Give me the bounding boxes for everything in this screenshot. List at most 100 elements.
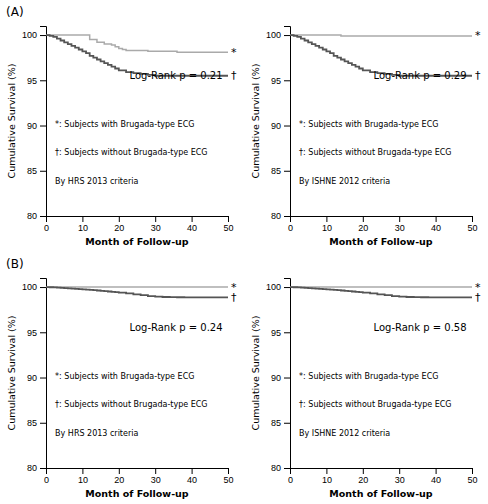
y-tick-mark — [40, 423, 46, 424]
y-axis-line — [284, 279, 291, 469]
x-tick: 10 — [322, 216, 332, 233]
x-tick-mark — [326, 216, 327, 222]
y-tick-label: 95 — [271, 76, 281, 86]
y-tick-mark — [284, 80, 290, 81]
survival-curve — [46, 286, 228, 288]
y-tick: 85 — [271, 418, 290, 428]
y-tick: 95 — [27, 328, 46, 338]
annotation: *: Subjects with Brugada-type ECG — [299, 372, 438, 381]
y-tick: 80 — [271, 211, 290, 221]
y-tick-label: 95 — [27, 328, 37, 338]
x-tick: 50 — [223, 468, 233, 485]
x-tick-mark — [192, 216, 193, 222]
x-tick: 40 — [431, 216, 441, 233]
x-tick: 50 — [467, 468, 477, 485]
x-tick-label: 30 — [151, 223, 161, 233]
survival-curve — [46, 287, 228, 297]
y-tick: 100 — [22, 30, 46, 40]
y-tick-label: 85 — [271, 418, 281, 428]
figure: 0102030405080859095100Month of Follow-up… — [0, 0, 488, 504]
x-tick-mark — [326, 468, 327, 474]
x-tick: 20 — [114, 468, 124, 485]
x-tick: 50 — [223, 216, 233, 233]
annotation: †: Subjects without Brugada-type ECG — [55, 148, 207, 157]
x-axis: 01020304050 — [288, 216, 478, 233]
x-tick: 30 — [151, 468, 161, 485]
annotation: By HRS 2013 criteria — [55, 177, 138, 186]
y-tick-mark — [284, 287, 290, 288]
y-axis-title: Cumulative Survival (%) — [250, 63, 261, 178]
end-label: † — [475, 69, 481, 82]
y-tick-label: 100 — [266, 282, 281, 292]
survival-curve — [290, 286, 472, 288]
x-tick-mark — [155, 468, 156, 474]
annotation: †: Subjects without Brugada-type ECG — [299, 400, 451, 409]
x-tick-label: 30 — [395, 475, 405, 485]
x-axis-title: Month of Follow-up — [85, 236, 188, 247]
x-tick-label: 10 — [322, 223, 332, 233]
x-tick: 40 — [187, 216, 197, 233]
y-tick: 90 — [271, 373, 290, 383]
survival-curve — [46, 35, 228, 52]
survival-curve — [290, 34, 472, 36]
plot-area — [46, 287, 228, 297]
y-tick-label: 80 — [271, 463, 281, 473]
x-tick-label: 0 — [44, 223, 49, 233]
x-tick-mark — [82, 468, 83, 474]
x-tick-label: 20 — [358, 475, 368, 485]
x-tick: 30 — [151, 216, 161, 233]
x-tick: 10 — [78, 216, 88, 233]
y-tick-label: 85 — [27, 166, 37, 176]
x-tick: 40 — [431, 468, 441, 485]
x-tick-label: 40 — [431, 475, 441, 485]
annotation: *: Subjects with Brugada-type ECG — [55, 372, 194, 381]
x-tick-mark — [119, 216, 120, 222]
y-tick-label: 90 — [27, 121, 37, 131]
x-tick: 40 — [187, 468, 197, 485]
y-tick-mark — [40, 80, 46, 81]
x-tick-mark — [472, 216, 473, 222]
y-tick: 80 — [27, 211, 46, 221]
x-axis: 01020304050 — [44, 468, 234, 485]
y-tick-label: 80 — [271, 211, 281, 221]
y-tick-mark — [284, 332, 290, 333]
x-tick: 0 — [288, 216, 293, 233]
x-axis-line — [291, 469, 473, 475]
y-tick: 95 — [27, 76, 46, 86]
x-axis-line — [47, 469, 229, 475]
x-tick-mark — [436, 468, 437, 474]
x-tick-label: 10 — [78, 223, 88, 233]
y-tick-mark — [40, 332, 46, 333]
annotation: By ISHNE 2012 criteria — [299, 177, 390, 186]
y-axis-line — [40, 27, 47, 217]
y-tick-label: 95 — [271, 328, 281, 338]
x-tick-mark — [399, 216, 400, 222]
x-tick-mark — [82, 216, 83, 222]
annotation: By ISHNE 2012 criteria — [299, 429, 390, 438]
y-tick-label: 100 — [266, 30, 281, 40]
x-axis: 01020304050 — [44, 216, 234, 233]
end-label: † — [231, 291, 237, 304]
annotation: †: Subjects without Brugada-type ECG — [299, 148, 451, 157]
end-label: * — [475, 29, 481, 42]
x-tick-label: 40 — [187, 475, 197, 485]
x-tick: 0 — [44, 216, 49, 233]
x-axis: 01020304050 — [288, 468, 478, 485]
y-axis: 80 85 90 95 100 — [22, 27, 47, 222]
x-axis-title: Month of Follow-up — [85, 488, 188, 499]
plot-area — [290, 287, 472, 297]
x-tick-mark — [363, 468, 364, 474]
y-tick-mark — [284, 423, 290, 424]
y-axis-line — [284, 27, 291, 217]
x-tick-label: 40 — [431, 223, 441, 233]
x-tick-label: 40 — [187, 223, 197, 233]
x-tick-label: 20 — [114, 475, 124, 485]
x-tick-label: 0 — [288, 223, 293, 233]
y-axis-title: Cumulative Survival (%) — [250, 315, 261, 430]
y-tick-label: 90 — [27, 373, 37, 383]
y-tick-mark — [40, 287, 46, 288]
end-label: † — [475, 291, 481, 304]
y-tick-mark — [40, 171, 46, 172]
y-tick: 100 — [266, 30, 290, 40]
y-tick: 90 — [27, 373, 46, 383]
